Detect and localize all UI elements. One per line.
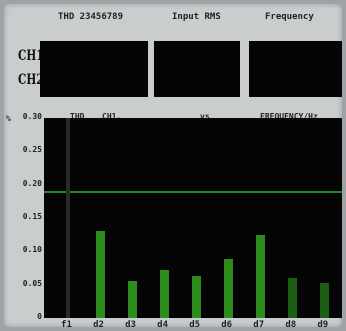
harmonic-bar-chart <box>44 118 342 318</box>
frequency-readout-panel <box>249 41 342 97</box>
x-tick-label: d7 <box>253 320 265 327</box>
harmonic-bar-d7 <box>255 234 265 318</box>
input-rms-readout-panel <box>154 41 240 97</box>
y-tick-label: 0.15 <box>22 212 42 221</box>
x-tick-label: d9 <box>317 320 329 327</box>
x-tick-label: d2 <box>93 320 104 327</box>
harmonic-bar-d4 <box>159 270 169 318</box>
y-tick-label: 0.30 <box>22 112 42 121</box>
y-tick-label: 0 <box>37 312 42 321</box>
harmonic-bar-d8 <box>287 278 297 318</box>
chart-vs-label: vs <box>200 112 210 121</box>
x-tick-label: d3 <box>125 320 136 327</box>
x-tick-label: f1 <box>61 320 72 327</box>
thd-readout-panel <box>40 41 148 97</box>
chart-channel-label: CH1, <box>102 112 122 121</box>
y-tick-label: 0.25 <box>22 145 42 155</box>
y-tick-label: 0.05 <box>22 278 42 288</box>
x-tick-label: d6 <box>221 320 233 327</box>
y-unit-label: % <box>6 114 11 123</box>
chart-thd-label: THD <box>70 112 85 121</box>
x-tick-label: d5 <box>189 320 201 327</box>
y-tick-label: 0.20 <box>22 178 42 188</box>
ch2-label: CH2 <box>18 72 44 88</box>
harmonic-bar-d3 <box>127 281 137 318</box>
input-rms-header: Input RMS <box>172 12 221 22</box>
x-tick-label: d4 <box>157 320 168 327</box>
thd-limit-line <box>44 191 342 194</box>
harmonic-bar-d9 <box>319 283 329 318</box>
harmonic-bar-d6 <box>223 259 233 318</box>
chart-xunit-label: FREQUENCY/Hz <box>260 112 318 121</box>
fundamental-marker <box>66 118 71 318</box>
frequency-header: Frequency <box>265 12 314 22</box>
ch1-label: CH1 <box>18 48 44 64</box>
y-tick-label: 0.10 <box>22 245 42 255</box>
thd-header: THD 23456789 <box>58 12 124 22</box>
analyzer-screen: THD 23456789 Input RMS Frequency CH1 CH2… <box>4 4 342 327</box>
x-tick-label: d8 <box>285 320 297 327</box>
harmonic-bar-d2 <box>95 231 105 318</box>
harmonic-bar-d5 <box>191 276 201 318</box>
